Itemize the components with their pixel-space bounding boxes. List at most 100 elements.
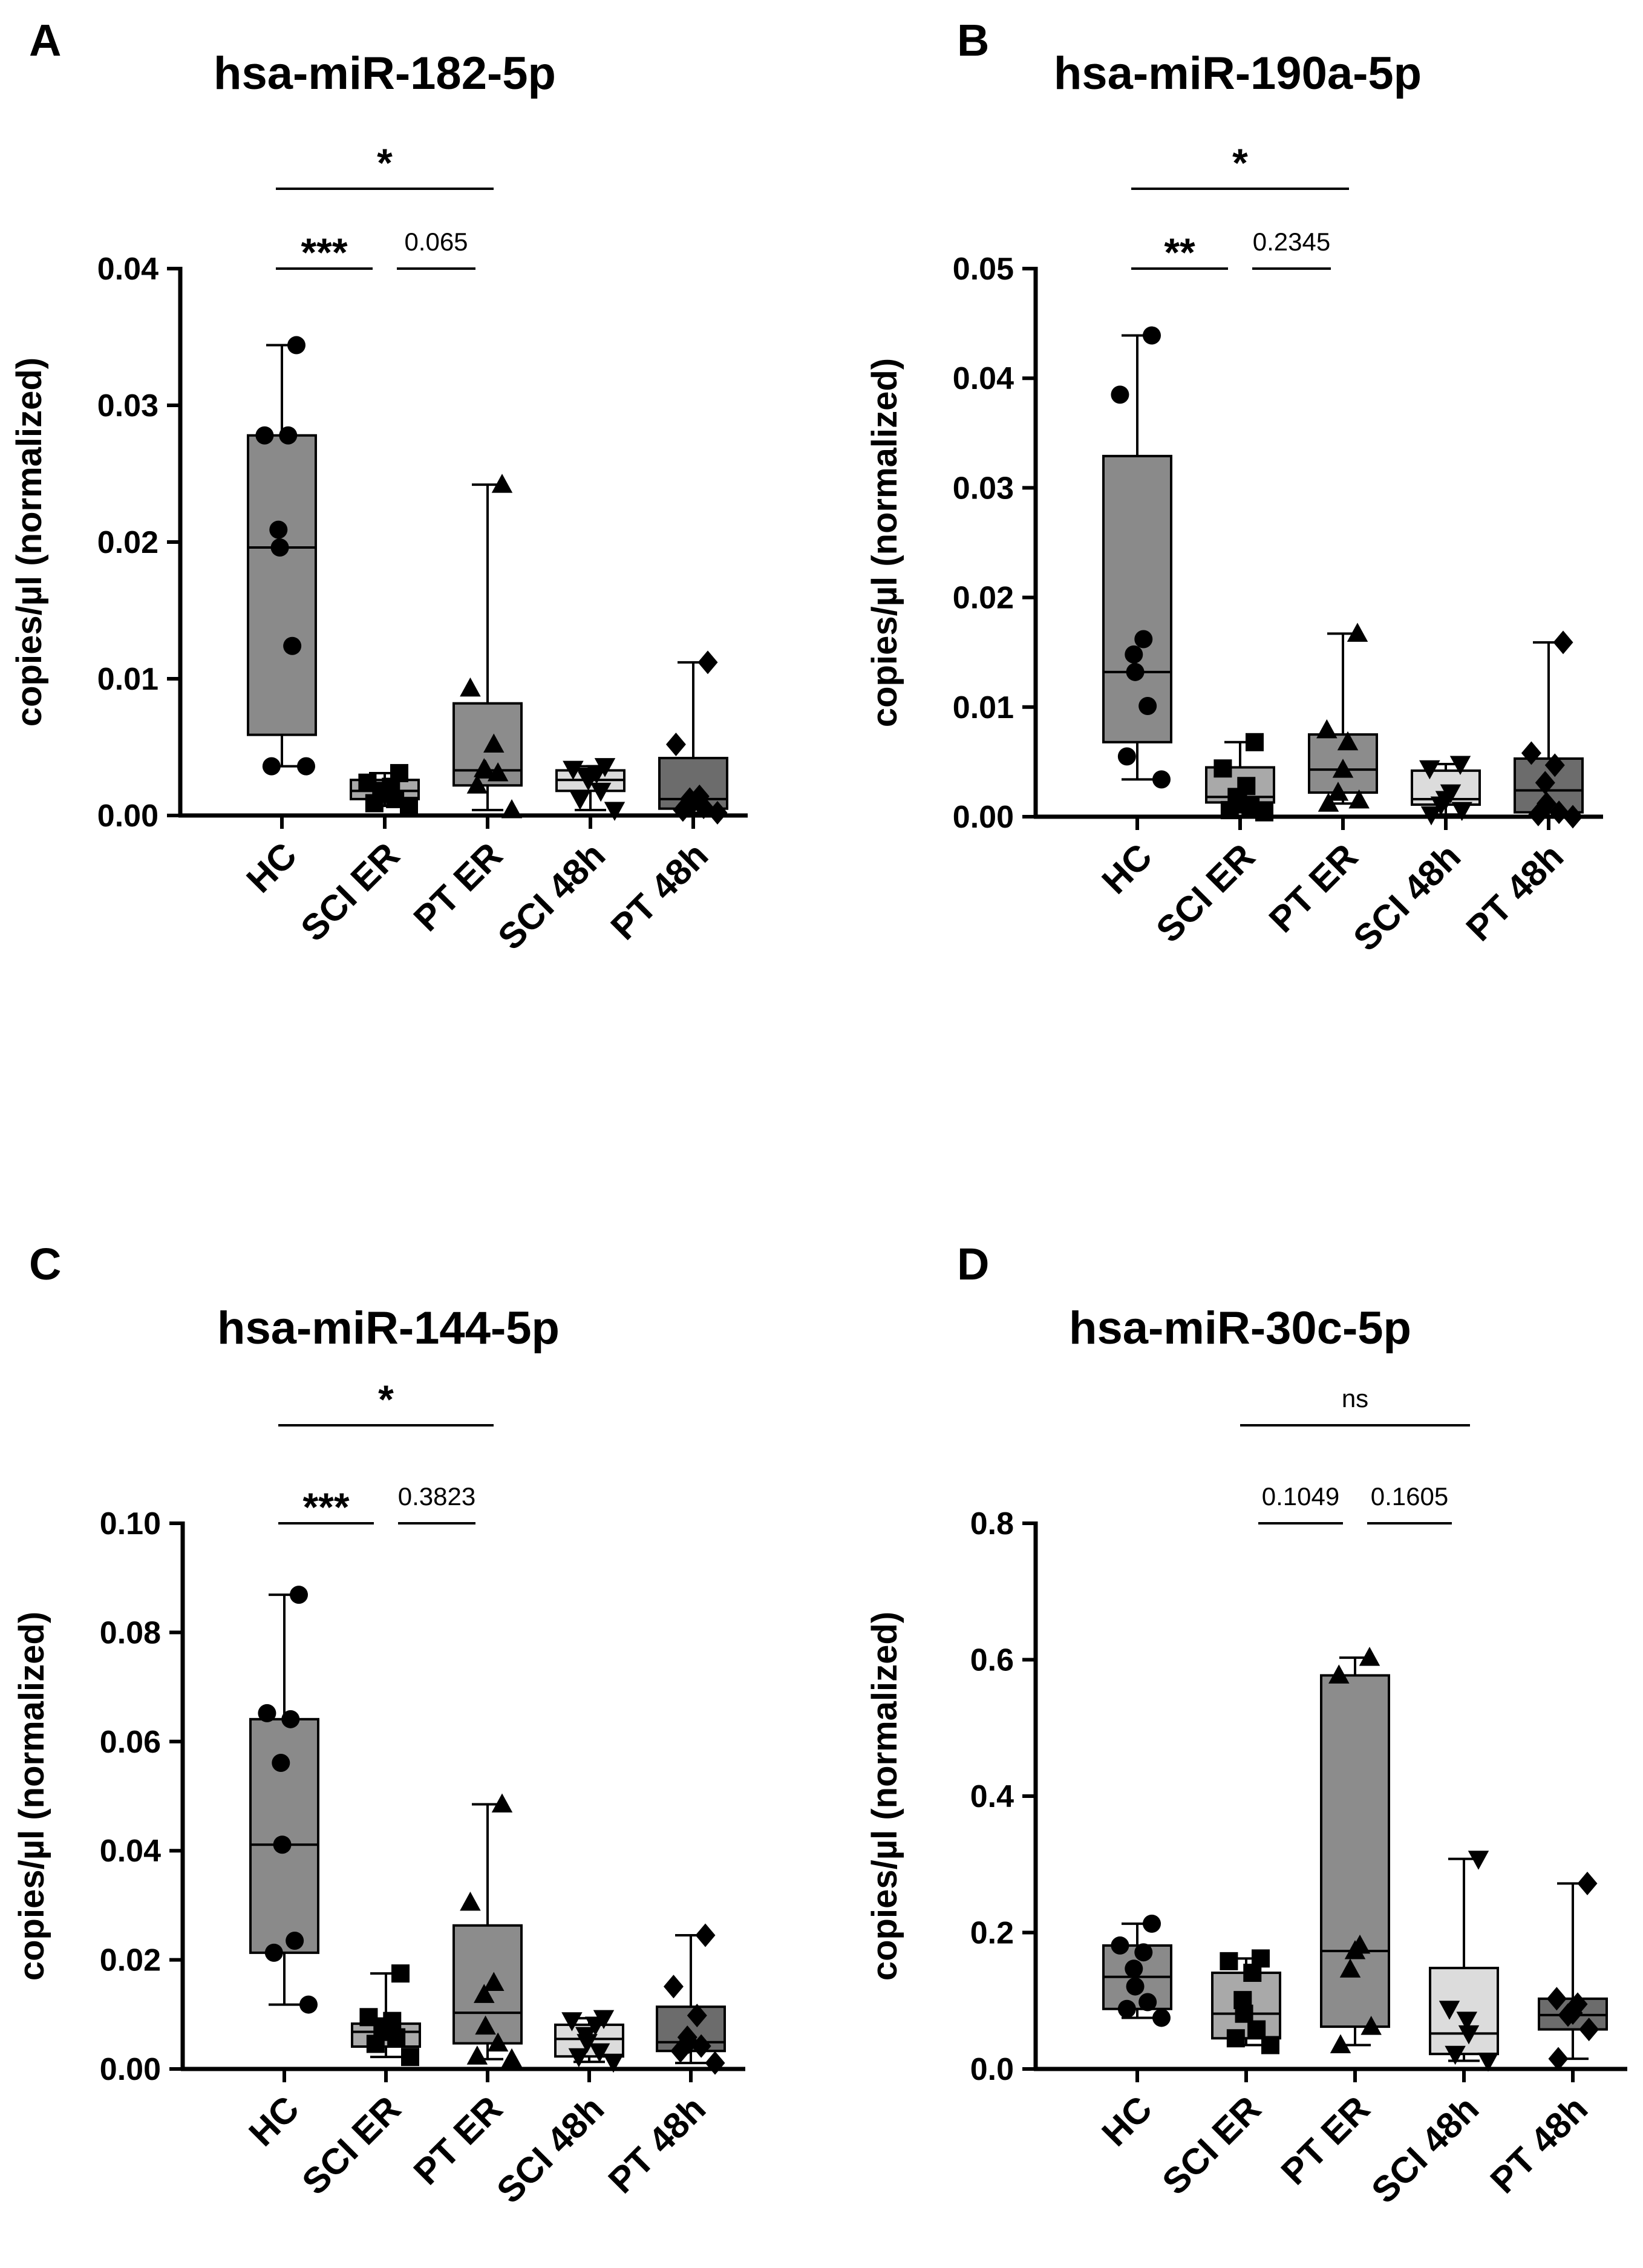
data-point	[1577, 1871, 1598, 1895]
data-point	[561, 2012, 583, 2031]
data-point	[270, 538, 289, 557]
box-hc	[249, 1586, 319, 2014]
box-hc	[247, 336, 317, 776]
bracket-label: 0.2345	[1253, 227, 1330, 256]
data-point	[460, 1891, 481, 1911]
data-point	[1347, 623, 1368, 642]
bracket-label: *	[1232, 140, 1248, 185]
data-point	[568, 2048, 590, 2068]
data-point	[590, 782, 612, 802]
data-point	[1553, 630, 1573, 655]
y-tick-label: 0.0	[970, 2052, 1014, 2087]
data-point	[665, 732, 686, 756]
data-point	[1243, 1964, 1262, 1982]
box-sci-48h	[1429, 1851, 1499, 2072]
data-point	[1328, 1664, 1350, 1684]
data-point	[501, 799, 523, 819]
significance-bracket: 0.1605	[1367, 1482, 1452, 1525]
data-point	[1360, 2016, 1382, 2035]
y-tick-label: 0.04	[97, 252, 158, 287]
data-point	[1339, 1958, 1361, 1978]
x-tick-label: PT 48h	[1483, 2088, 1595, 2201]
y-tick-label: 0.02	[97, 525, 158, 560]
panel-letter: A	[29, 15, 61, 65]
significance-bracket: *	[276, 140, 494, 190]
y-tick-label: 0.08	[100, 1615, 161, 1650]
y-axis-label: copies/µl (normalized)	[10, 358, 49, 727]
y-tick-label: 0.2	[970, 1916, 1014, 1951]
data-point	[1318, 792, 1339, 812]
chart-title: hsa-miR-30c-5p	[1069, 1302, 1411, 1354]
bracket-label: 0.1605	[1371, 1482, 1448, 1511]
data-point	[1152, 2008, 1171, 2027]
data-point	[1247, 2020, 1266, 2039]
data-point	[281, 1710, 300, 1728]
box-sci-48h	[1411, 756, 1481, 826]
data-point	[1125, 645, 1143, 664]
data-point	[1337, 731, 1359, 751]
y-axis-label: copies/µl (normalized)	[12, 1612, 51, 1981]
data-point	[1528, 802, 1549, 826]
data-point	[297, 757, 315, 776]
data-point	[663, 1975, 684, 1999]
data-point	[1419, 760, 1440, 780]
data-point	[474, 1984, 495, 2003]
x-tick-label: SCI ER	[294, 2088, 408, 2203]
data-point	[1316, 719, 1338, 739]
data-point	[262, 757, 281, 776]
box-pt-48h	[656, 1923, 726, 2075]
x-tick-label: HC	[1094, 2088, 1160, 2154]
x-tick-label: SCI ER	[293, 835, 407, 949]
box-pt-48h	[1538, 1871, 1608, 2071]
y-tick-label: 0.04	[953, 361, 1014, 396]
bracket-label: ***	[302, 1485, 349, 1529]
data-point	[1458, 2025, 1480, 2045]
y-tick-label: 0.00	[100, 2052, 161, 2087]
significance-bracket: **	[1131, 230, 1228, 275]
data-point	[483, 1972, 505, 1991]
data-point	[365, 794, 384, 812]
data-point	[705, 2051, 725, 2075]
y-tick-label: 0.4	[970, 1779, 1014, 1814]
panel-letter: C	[29, 1239, 61, 1289]
data-point	[255, 426, 274, 445]
data-point	[707, 800, 728, 825]
box-pt-er	[452, 474, 523, 819]
y-tick-label: 0.00	[953, 800, 1014, 835]
y-tick-label: 0.02	[100, 1943, 161, 1978]
x-tick-label: PT 48h	[603, 835, 716, 947]
data-point	[1152, 770, 1171, 789]
data-point	[1344, 1940, 1366, 1959]
bracket-label: **	[1164, 230, 1195, 275]
y-tick-label: 0.01	[97, 662, 158, 697]
data-point	[1220, 801, 1239, 820]
data-point	[1348, 789, 1370, 809]
significance-bracket: 0.3823	[398, 1482, 475, 1525]
panel-letter: D	[957, 1239, 989, 1289]
data-point	[1451, 802, 1472, 822]
box-pt-48h	[1514, 630, 1584, 829]
data-point	[299, 1995, 318, 2014]
data-point	[1134, 1943, 1153, 1962]
data-point	[1226, 2029, 1245, 2048]
data-point	[1439, 2001, 1460, 2020]
data-point	[1548, 2047, 1569, 2071]
data-point	[1535, 771, 1555, 795]
data-point	[1117, 747, 1136, 766]
data-point	[1420, 806, 1442, 826]
data-point	[673, 798, 693, 822]
y-tick-label: 0.02	[953, 581, 1014, 616]
data-point	[578, 771, 599, 791]
data-point	[1558, 2003, 1578, 2027]
data-point	[475, 759, 496, 779]
data-point	[1125, 1959, 1143, 1978]
chart-title: hsa-miR-144-5p	[217, 1302, 560, 1354]
data-point	[286, 1932, 304, 1950]
box-sci-er	[1211, 1949, 1281, 2054]
data-point	[1521, 741, 1541, 765]
data-point	[1549, 800, 1569, 825]
significance-bracket: ***	[276, 230, 373, 275]
x-tick-label: PT ER	[1273, 2088, 1377, 2192]
